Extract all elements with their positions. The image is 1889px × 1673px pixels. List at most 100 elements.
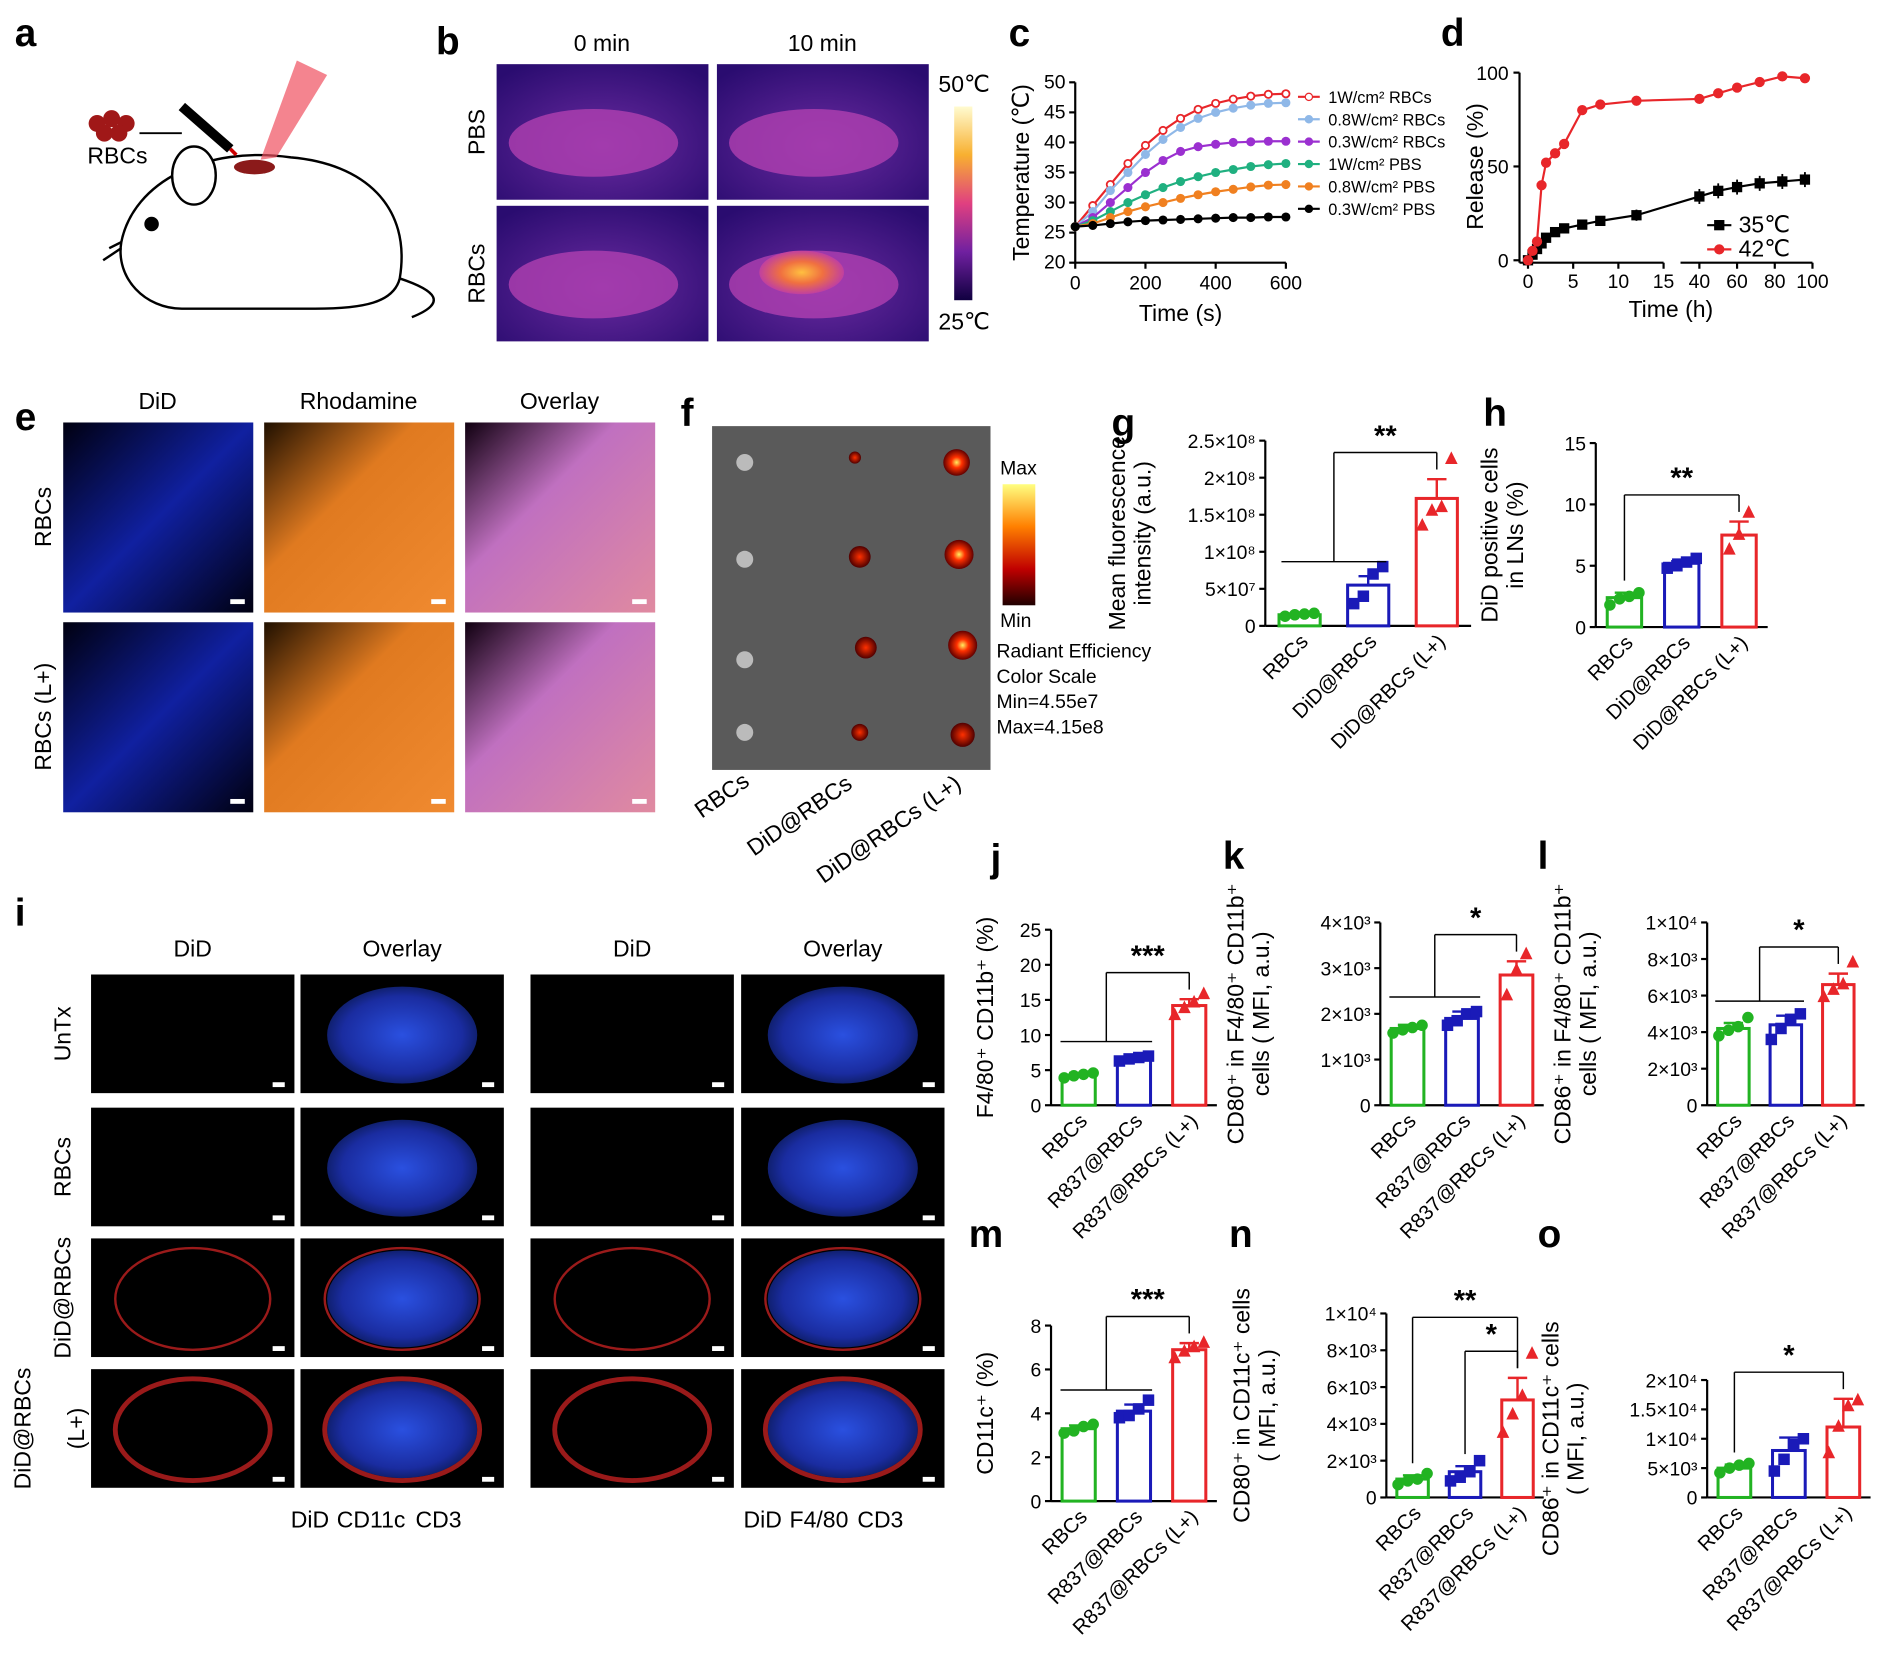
data-point: [1193, 172, 1203, 182]
data-point: [1246, 91, 1256, 101]
legend-marker: [1304, 115, 1314, 124]
ln-tissue: [327, 986, 478, 1084]
y-tick-label: 25: [1020, 920, 1042, 942]
organ-spot: [848, 545, 871, 568]
y-axis-label: F4/80⁺ CD11b⁺ (%): [972, 917, 998, 1119]
organ-spot: [851, 723, 869, 741]
data-point: [1731, 82, 1743, 93]
data-point: [1197, 1335, 1211, 1348]
x-tick-label: 100: [1796, 271, 1829, 293]
data-point: [1690, 552, 1703, 565]
ln-tissue: [767, 986, 918, 1084]
row-label: RBCs: [30, 487, 56, 547]
data-point: [1713, 88, 1724, 99]
y-tick-label: 8: [1031, 1316, 1042, 1338]
scale-bar: [272, 1346, 285, 1351]
data-point: [1193, 142, 1203, 152]
hot-spot: [759, 250, 845, 295]
legend-label: 1W/cm² PBS: [1328, 156, 1422, 174]
did-signal: [322, 1376, 483, 1483]
data-point: [1754, 76, 1765, 88]
scale-info: Max=4.15e8: [997, 717, 1104, 739]
y-tick-label: 8×10³: [1327, 1341, 1378, 1363]
y-tick-label: 5×10⁷: [1205, 579, 1256, 601]
data-point: [1068, 1425, 1080, 1437]
data-point: [1298, 608, 1311, 620]
mouse-thermal: [508, 108, 679, 177]
legend-label: 0.8W/cm² PBS: [1328, 178, 1435, 196]
data-point: [1246, 213, 1256, 223]
bar: [1414, 496, 1459, 628]
scale-min: Min: [1000, 610, 1031, 632]
column-label: 0 min: [574, 30, 630, 56]
ln-image: [530, 1238, 734, 1358]
y-tick-label: 5: [1575, 556, 1586, 578]
x-axis-label: Time (h): [1628, 296, 1713, 322]
data-point: [1577, 219, 1588, 230]
data-point: [1263, 180, 1273, 190]
y-tick-label: 10: [1565, 495, 1587, 517]
stain-legend: F4/80: [790, 1507, 849, 1533]
data-point: [1228, 103, 1238, 113]
data-point: [1425, 503, 1439, 516]
y-tick-label: 0: [1031, 1491, 1042, 1513]
data-point: [1263, 136, 1273, 146]
data-point: [1077, 1068, 1090, 1081]
y-tick-label: 50: [1044, 71, 1066, 93]
column-label: Overlay: [520, 388, 600, 414]
y-tick-label: 1×10⁸: [1204, 542, 1256, 564]
y-axis-label: CD80⁺ in CD11c⁺ cells: [1229, 1288, 1255, 1523]
scale-bar: [922, 1476, 935, 1482]
significance: **: [1670, 463, 1693, 495]
mouse-thermal: [508, 250, 679, 319]
x-tick-label: 0: [1523, 271, 1534, 293]
data-point: [1713, 185, 1724, 196]
data-point: [1113, 1055, 1126, 1067]
data-point: [1158, 198, 1168, 208]
data-point: [1246, 100, 1256, 110]
y-tick-label: 2×10⁴: [1646, 1370, 1698, 1392]
data-point: [1714, 220, 1725, 231]
data-point: [1176, 122, 1186, 132]
data-point: [1123, 1409, 1135, 1422]
y-tick-label: 2: [1031, 1447, 1042, 1469]
stain-legend: CD3: [857, 1507, 903, 1533]
data-point: [1281, 158, 1291, 169]
data-point: [1142, 1394, 1155, 1406]
did-signal: [114, 1246, 272, 1351]
confocal-image: [465, 422, 656, 613]
scale-bar: [431, 798, 446, 804]
ivis-image: [712, 426, 991, 770]
stain-legend: CD3: [415, 1507, 461, 1533]
data-point: [1851, 1392, 1865, 1406]
data-point: [1784, 1013, 1797, 1026]
data-point: [1661, 562, 1673, 574]
organ-spot: [736, 723, 754, 741]
data-point: [1531, 236, 1543, 247]
y-tick-label: 4×10³: [1327, 1414, 1378, 1436]
data-point: [1817, 989, 1831, 1003]
legend-label: 0.3W/cm² PBS: [1328, 201, 1435, 219]
data-point: [1723, 541, 1736, 555]
y-tick-label: 0: [1575, 617, 1586, 639]
x-tick-label: RBCs: [1259, 630, 1313, 684]
mouse-ear: [170, 145, 217, 206]
data-point: [1841, 1398, 1855, 1412]
data-point: [1077, 1420, 1090, 1433]
data-point: [1445, 451, 1458, 464]
data-point: [1228, 137, 1238, 147]
panel-letter: h: [1483, 392, 1507, 435]
mouse-eye: [144, 216, 159, 232]
did-signal: [112, 1376, 273, 1483]
y-tick-label: 2×10³: [1647, 1059, 1698, 1081]
data-point: [1522, 255, 1534, 266]
y-tick-label: 4×10³: [1321, 913, 1372, 935]
row-label: PBS: [463, 109, 489, 155]
panel-letter: d: [1441, 12, 1465, 55]
y-tick-label: 15: [1020, 990, 1042, 1012]
legend-marker: [1304, 204, 1314, 214]
data-point: [1197, 986, 1211, 1000]
y-tick-label: 0: [1031, 1096, 1042, 1118]
organ-spot: [736, 550, 754, 568]
data-point: [1176, 113, 1186, 123]
